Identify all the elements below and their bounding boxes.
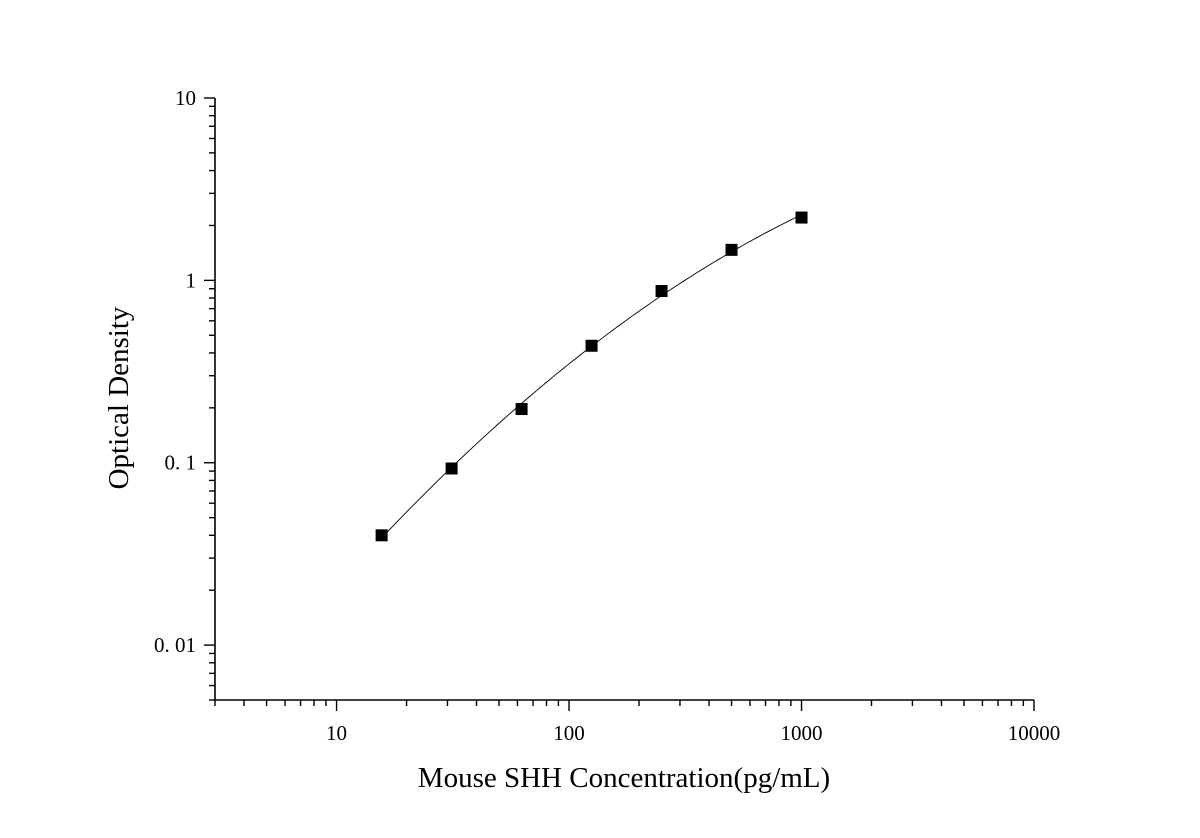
x-axis-ticks: [214, 700, 1035, 711]
plot-area: 10 1 0. 1 0. 01 10 100 1000 10000: [154, 86, 1060, 745]
y-tick-label: 1: [186, 268, 197, 292]
y-tick-label: 0. 1: [165, 451, 197, 475]
data-points: [375, 211, 808, 542]
x-tick-labels: 10 100 1000 10000: [326, 721, 1060, 745]
x-tick-label: 10: [326, 721, 347, 745]
data-point: [725, 243, 738, 256]
data-point: [655, 285, 668, 298]
fit-curve: [381, 214, 802, 539]
data-point: [585, 339, 598, 352]
y-tick-labels: 10 1 0. 1 0. 01: [154, 86, 196, 657]
data-point: [375, 529, 388, 542]
data-point: [515, 403, 528, 416]
y-axis-ticks: [204, 97, 215, 701]
data-point: [795, 211, 808, 224]
y-tick-label: 0. 01: [154, 633, 196, 657]
x-axis-title: Mouse SHH Concentration(pg/mL): [418, 762, 830, 794]
data-point: [445, 462, 458, 475]
y-tick-label: 10: [175, 86, 196, 110]
x-tick-label: 1000: [781, 721, 823, 745]
x-tick-label: 10000: [1008, 721, 1061, 745]
x-tick-label: 100: [553, 721, 585, 745]
y-axis-title: Optical Density: [103, 306, 135, 489]
